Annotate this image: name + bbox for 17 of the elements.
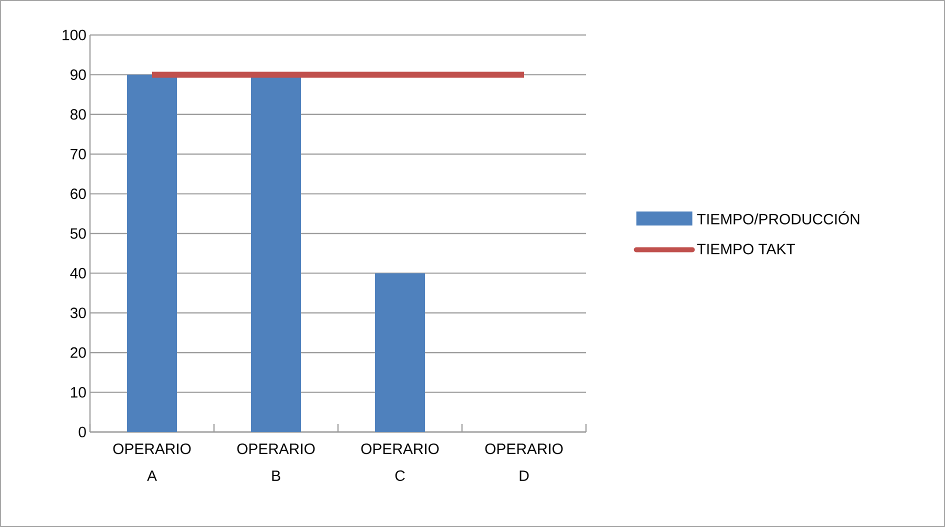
y-tick-label: 10 xyxy=(71,387,86,398)
x-tick-label: OPERARIO B xyxy=(237,444,315,481)
x-tick-label: OPERARIO C xyxy=(361,444,439,481)
y-tick-label: 50 xyxy=(70,228,86,239)
x-tick-label: OPERARIO D xyxy=(485,444,563,481)
y-tick-label: 100 xyxy=(62,30,86,40)
legend-label: TIEMPO TAKT xyxy=(697,244,796,254)
y-tick-label: 60 xyxy=(70,188,86,200)
y-tick-label: 20 xyxy=(70,347,86,358)
y-tick-label: 30 xyxy=(70,308,86,318)
y-tick-label: 40 xyxy=(70,268,86,278)
legend-label: TIEMPO/PRODUCCIÓN xyxy=(697,211,860,224)
x-tick-label: OPERARIO A xyxy=(113,444,191,481)
y-tick-label: 80 xyxy=(70,109,86,120)
y-tick-label: 0 xyxy=(78,426,86,438)
y-tick-label: 70 xyxy=(70,148,86,160)
y-tick-label: 90 xyxy=(70,69,86,80)
